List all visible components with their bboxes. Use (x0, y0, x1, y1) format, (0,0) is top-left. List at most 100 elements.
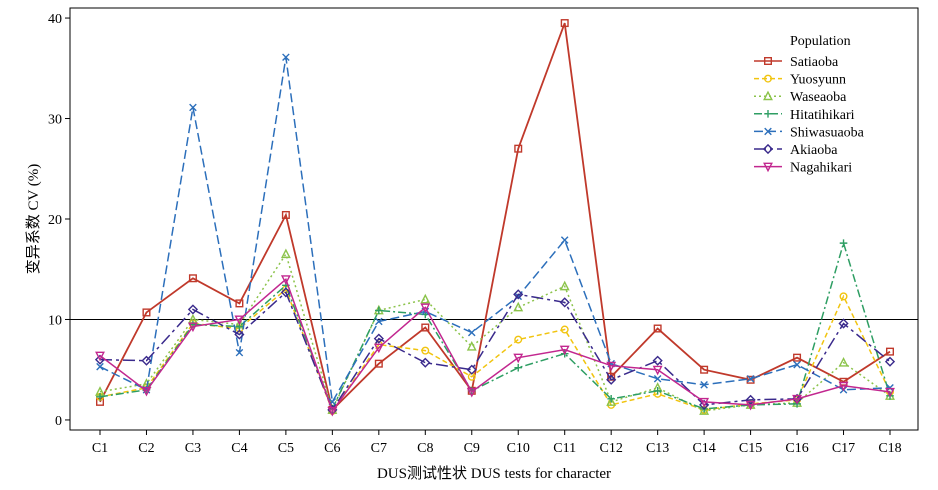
data-point (559, 297, 570, 308)
data-point (560, 19, 569, 28)
data-point (746, 374, 755, 383)
data-point (513, 353, 524, 364)
legend: Population Satiaoba Yuosyunn Waseaoba Hitat… (754, 34, 865, 176)
data-point (375, 306, 383, 315)
data-point (652, 365, 663, 376)
data-point (96, 393, 104, 401)
x-tick-label: C14 (692, 441, 715, 456)
legend-marker (762, 143, 774, 155)
data-point (280, 275, 291, 285)
x-tick-label: C6 (324, 441, 340, 456)
data-point (885, 387, 895, 398)
data-point (466, 387, 477, 398)
data-point (700, 380, 708, 389)
data-point (513, 301, 524, 312)
data-point (280, 287, 291, 298)
data-point (421, 323, 430, 332)
data-point (235, 348, 244, 357)
legend-label: Yuosyunn (790, 73, 846, 88)
data-point (514, 335, 523, 344)
data-point (699, 397, 710, 408)
y-axis-title: 变异系数 CV (%) (25, 164, 42, 275)
y-axis-ticks: 0 10 20 30 40 (48, 12, 70, 429)
data-point (745, 400, 756, 411)
legend-marker (764, 127, 772, 136)
data-point (466, 364, 477, 375)
data-point (235, 299, 244, 308)
x-tick-label: C13 (646, 441, 669, 456)
legend-item: Nagahikari (754, 161, 852, 176)
y-tick-label: 0 (55, 414, 62, 429)
data-point (421, 346, 430, 355)
data-point (838, 381, 849, 392)
data-point (141, 386, 152, 397)
data-point (96, 362, 104, 371)
data-point (607, 395, 615, 403)
legend-item: Waseaoba (754, 90, 847, 105)
data-point (187, 322, 198, 333)
data-point (838, 318, 849, 329)
data-point (886, 347, 895, 356)
x-tick-label: C3 (185, 441, 201, 456)
data-point (187, 304, 199, 315)
legend-marker (764, 57, 773, 66)
x-tick-label: C5 (278, 441, 294, 456)
data-point (653, 374, 662, 383)
series-nagahikari (95, 275, 895, 417)
legend-marker (763, 162, 773, 173)
data-point (839, 239, 848, 247)
legend-marker (763, 90, 773, 101)
legend-marker (764, 110, 772, 118)
data-point (513, 289, 524, 300)
series-layer (94, 19, 896, 417)
data-point (189, 103, 197, 112)
series-line (99, 277, 891, 413)
series-line (99, 291, 891, 412)
series-line (99, 240, 891, 411)
data-point (699, 405, 710, 415)
data-point (793, 360, 801, 369)
legend-item: Satiaoba (754, 55, 839, 70)
series-line (99, 57, 891, 405)
data-point (420, 293, 431, 304)
data-point (234, 329, 245, 340)
data-point (234, 315, 245, 326)
data-point (838, 357, 849, 367)
x-tick-label: C9 (464, 441, 480, 456)
data-point (373, 333, 384, 344)
legend-label: Shiwasuaoba (790, 125, 865, 140)
series-shiwasuaoba (96, 53, 894, 406)
legend-item: Hitatihikari (754, 108, 855, 123)
data-point (559, 345, 570, 356)
y-tick-label: 30 (48, 113, 62, 128)
x-axis-title: DUS测试性状 DUS tests for character (377, 465, 611, 482)
data-point (606, 396, 617, 406)
data-point (559, 280, 570, 291)
data-point (95, 351, 105, 362)
x-tick-label: C11 (553, 441, 576, 456)
x-tick-label: C4 (231, 441, 247, 456)
y-tick-label: 10 (48, 313, 62, 328)
legend-marker (764, 74, 773, 83)
series-akiaoba (94, 287, 896, 415)
data-point (793, 353, 802, 362)
data-point (560, 325, 569, 334)
x-tick-label: C10 (507, 441, 530, 456)
series-yuosyunn (95, 285, 895, 415)
data-point (374, 359, 383, 368)
legend-item: Yuosyunn (754, 73, 846, 88)
x-tick-label: C7 (371, 441, 387, 456)
legend-label: Satiaoba (790, 55, 839, 70)
data-point (884, 356, 896, 367)
x-tick-label: C12 (600, 441, 623, 456)
data-point (700, 365, 709, 374)
data-point (560, 236, 569, 244)
data-point (886, 384, 894, 392)
series-line (99, 22, 891, 412)
data-point (280, 248, 291, 259)
data-point (514, 144, 523, 153)
data-point (282, 53, 290, 62)
data-point (514, 363, 523, 372)
data-point (466, 340, 477, 351)
